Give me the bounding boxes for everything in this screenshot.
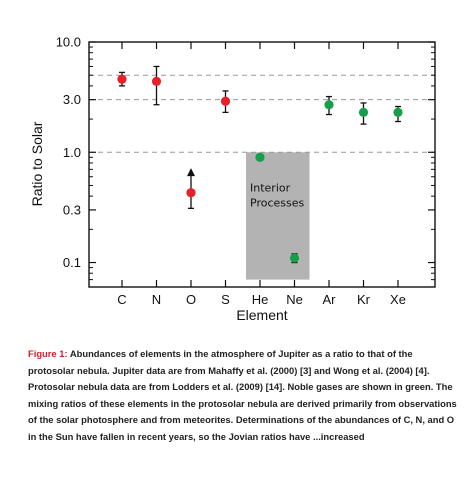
y-tick-label: 0.1 (63, 255, 81, 270)
shaded-region (246, 152, 310, 280)
reference-lines-layer (89, 74, 435, 153)
y-tick-label: 1.0 (63, 145, 81, 160)
chart: 10.0 3.0 1.0 0.3 0.1 C N O S He Ne Ar Kr Xe Interior… (29, 35, 436, 323)
data-point (151, 76, 162, 86)
x-tick-label: S (221, 292, 230, 307)
x-tick-label: Xe (390, 292, 406, 307)
x-tick-label: C (117, 292, 126, 307)
data-point (324, 100, 334, 110)
data-point (289, 253, 300, 263)
y-axis-title: Ratio to Solar (29, 121, 45, 206)
lower-limit-arrow (187, 168, 195, 177)
figure-caption: Figure 1: Abundances of elements in the … (28, 346, 458, 446)
x-axis-ticks: C N O S He Ne Ar Kr Xe (117, 42, 406, 307)
x-tick-label: Ar (323, 292, 337, 307)
caption-text: Abundances of elements in the atmosphere… (28, 348, 457, 442)
data-point (393, 107, 403, 117)
x-axis-title: Element (236, 307, 287, 323)
plot-frame (88, 41, 436, 288)
x-tick-label: N (152, 292, 161, 307)
shaded-region-label: Processes (250, 197, 304, 210)
x-tick-label: Kr (357, 292, 371, 307)
data-point (117, 74, 127, 84)
data-points-layer (117, 65, 403, 264)
shaded-region-label: Interior (250, 182, 291, 195)
y-tick-label: 10.0 (56, 35, 81, 50)
data-point (358, 107, 369, 117)
data-point (186, 188, 196, 198)
y-tick-label: 0.3 (63, 202, 81, 217)
shaded-region-layer (246, 152, 310, 280)
y-axis-ticks: 10.0 3.0 1.0 0.3 0.1 (56, 35, 435, 281)
x-tick-label: Ne (286, 292, 303, 307)
y-tick-label: 3.0 (63, 92, 81, 107)
x-tick-label: He (252, 292, 269, 307)
figure-label: Figure 1: (28, 348, 68, 359)
data-point (220, 96, 231, 106)
data-point (255, 152, 265, 162)
annotation-layer: Interior Processes (250, 182, 304, 210)
x-tick-label: O (186, 292, 196, 307)
